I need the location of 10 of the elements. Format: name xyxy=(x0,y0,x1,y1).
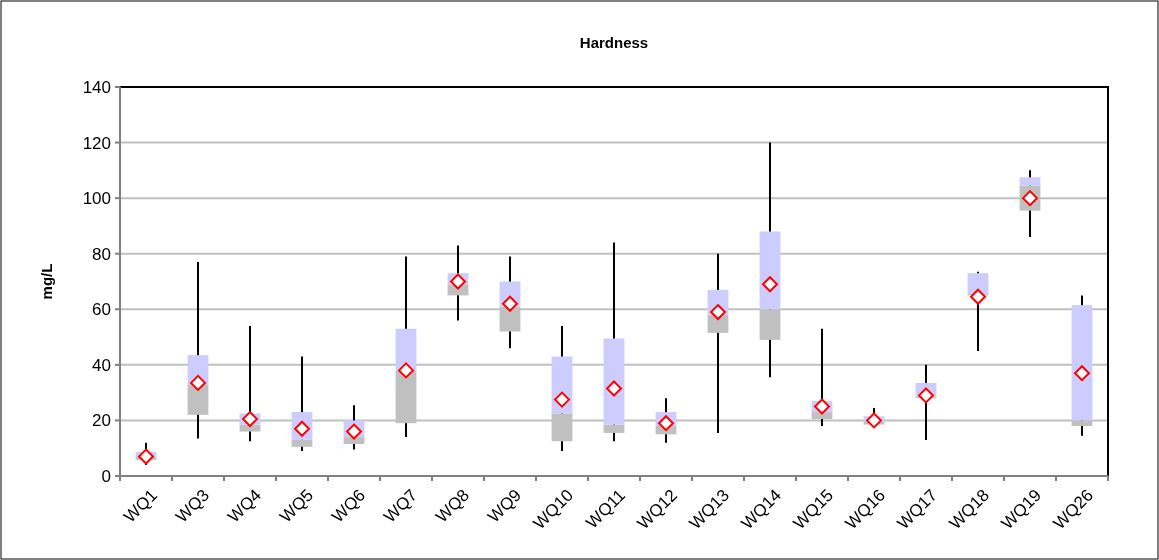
y-tick-label: 120 xyxy=(82,133,111,153)
y-tick-label: 100 xyxy=(82,189,111,209)
y-tick-label: 0 xyxy=(101,466,111,486)
y-axis-title: mg/L xyxy=(38,263,55,300)
y-tick-label: 140 xyxy=(82,77,111,97)
y-tick-label: 20 xyxy=(92,411,111,431)
chart-title: Hardness xyxy=(579,34,649,51)
y-tick-label: 80 xyxy=(92,244,111,264)
y-tick-label: 40 xyxy=(92,355,111,375)
y-tick-label: 60 xyxy=(92,300,111,320)
